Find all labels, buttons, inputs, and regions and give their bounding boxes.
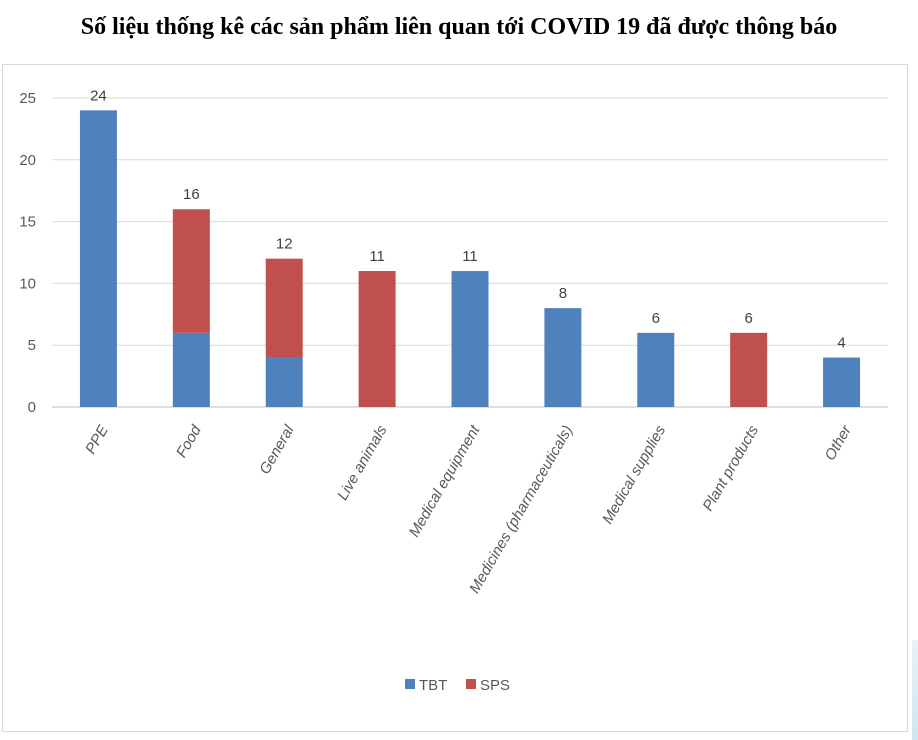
category-label: Plant products <box>699 422 762 514</box>
page-edge-decoration <box>912 640 918 740</box>
data-label: 11 <box>369 248 385 265</box>
y-tick-label: 20 <box>19 152 36 169</box>
legend: TBT SPS <box>405 677 510 694</box>
y-tick-label: 10 <box>19 275 36 292</box>
bar-tbt <box>265 357 303 407</box>
legend-swatch-sps <box>466 679 476 689</box>
x-axis: PPE Food General Live animals Medical equipm… <box>82 422 855 597</box>
bar-tbt <box>637 332 675 407</box>
legend-label-tbt: TBT <box>419 677 447 694</box>
bar-tbt <box>172 332 210 407</box>
data-label: 16 <box>183 186 200 203</box>
data-label: 6 <box>744 310 752 327</box>
bar-sps <box>358 271 396 407</box>
category-label: Medical supplies <box>599 422 669 527</box>
bars <box>79 110 861 408</box>
category-label: Food <box>173 422 205 461</box>
data-label: 4 <box>837 335 845 352</box>
y-tick-label: 15 <box>19 214 36 231</box>
bar-tbt <box>79 110 117 408</box>
bar-tbt <box>544 308 582 407</box>
data-label: 11 <box>462 248 478 265</box>
category-label: Medicines (pharmaceuticals) <box>466 422 576 596</box>
category-label: Live animals <box>334 422 391 503</box>
data-label: 12 <box>276 236 293 253</box>
bar-sps <box>265 258 303 358</box>
y-tick-label: 0 <box>28 399 36 416</box>
data-label: 24 <box>90 87 107 104</box>
data-label: 6 <box>652 310 660 327</box>
bar-sps <box>172 209 210 333</box>
page-title: Số liệu thống kê các sản phẩm liên quan … <box>80 14 838 40</box>
data-labels: 24 16 12 11 11 8 6 6 4 <box>90 87 846 351</box>
legend-label-sps: SPS <box>480 677 510 694</box>
category-label: Medical equipment <box>406 422 484 540</box>
data-label: 8 <box>559 285 567 302</box>
y-tick-label: 5 <box>28 337 36 354</box>
category-label: PPE <box>82 422 112 457</box>
bar-tbt <box>451 271 489 407</box>
category-label: General <box>256 422 298 477</box>
y-tick-label: 25 <box>19 90 36 107</box>
legend-swatch-tbt <box>405 679 415 689</box>
category-label: Other <box>822 422 856 464</box>
bar-tbt <box>823 357 861 407</box>
bar-sps <box>730 332 768 407</box>
